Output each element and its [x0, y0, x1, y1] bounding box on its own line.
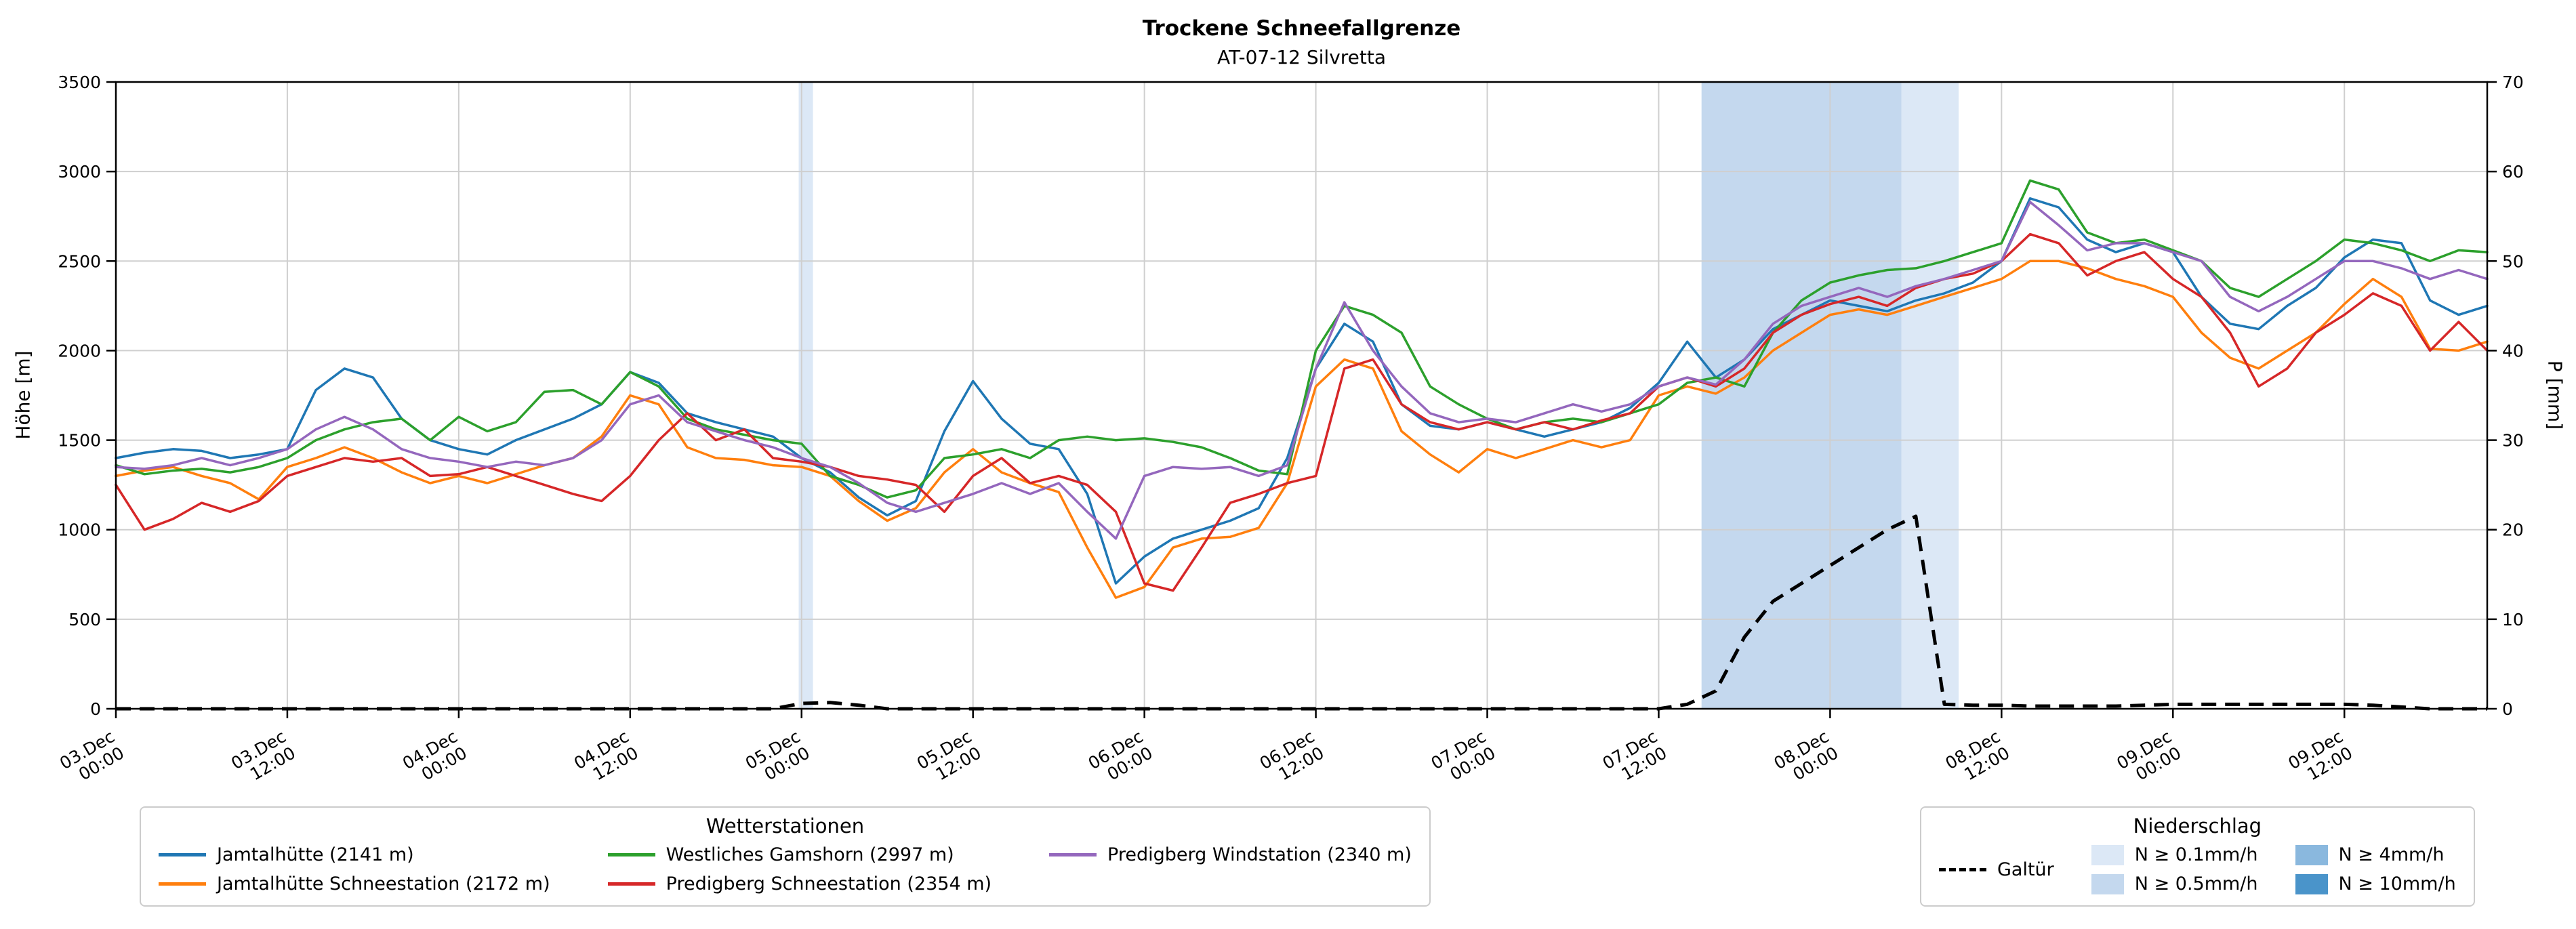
svg-text:08.Dec12:00: 08.Dec12:00 — [1942, 726, 2013, 789]
legend-item-predigberg-windstation: Predigberg Windstation (2340 m) — [1049, 844, 1412, 865]
legend-wetterstationen: Wetterstationen Jamtalhütte (2141 m) Jam… — [140, 806, 1431, 907]
svg-text:50: 50 — [2502, 251, 2524, 271]
legend-item-label: N ≥ 0.5mm/h — [2134, 873, 2258, 894]
svg-text:30: 30 — [2502, 431, 2524, 451]
svg-text:04.Dec00:00: 04.Dec00:00 — [399, 726, 470, 789]
line-swatch-red — [607, 882, 655, 886]
svg-text:06.Dec00:00: 06.Dec00:00 — [1085, 726, 1156, 789]
band-swatch-01 — [2091, 844, 2124, 865]
line-swatch-green — [607, 853, 655, 856]
svg-text:03.Dec00:00: 03.Dec00:00 — [56, 726, 127, 789]
line-swatch-purple — [1049, 853, 1097, 856]
line-swatch-orange — [159, 882, 206, 886]
legend-item-label: N ≥ 4mm/h — [2338, 844, 2445, 865]
legend-item-predigberg-schneestation: Predigberg Schneestation (2354 m) — [607, 873, 992, 894]
band-swatch-10 — [2295, 873, 2328, 894]
svg-text:70: 70 — [2502, 73, 2524, 92]
svg-text:60: 60 — [2502, 162, 2524, 182]
band-swatch-05 — [2091, 873, 2124, 894]
legend-item-label: N ≥ 10mm/h — [2338, 873, 2456, 894]
legend-item-label: Galtür — [1997, 859, 2054, 880]
y-axis-label-right: P [mm] — [2543, 360, 2567, 430]
svg-text:40: 40 — [2502, 341, 2524, 360]
legend-item-n05: N ≥ 0.5mm/h — [2091, 873, 2258, 894]
legend-precip-title: Niederschlag — [2133, 814, 2262, 838]
dashed-line-swatch — [1939, 867, 1986, 871]
svg-text:1000: 1000 — [58, 520, 101, 540]
legend-item-westliches-gamshorn: Westliches Gamshorn (2997 m) — [607, 844, 991, 865]
svg-text:0: 0 — [90, 699, 101, 719]
svg-text:20: 20 — [2502, 520, 2524, 540]
legend-stations-grid: Jamtalhütte (2141 m) Jamtalhütte Schnees… — [159, 844, 1412, 894]
legend-niederschlag: Niederschlag Galtür N ≥ 0.1mm/h N ≥ 0.5m… — [1920, 806, 2475, 907]
svg-text:3500: 3500 — [58, 73, 101, 92]
svg-text:04.Dec12:00: 04.Dec12:00 — [571, 726, 642, 789]
legend-precip-body: Galtür N ≥ 0.1mm/h N ≥ 0.5mm/h N ≥ 4mm/h — [1939, 844, 2456, 894]
svg-text:1500: 1500 — [58, 431, 101, 451]
chart-subtitle: AT-07-12 Silvretta — [1217, 46, 1387, 68]
legend-item-n10: N ≥ 10mm/h — [2295, 873, 2456, 894]
legend-item-label: Westliches Gamshorn (2997 m) — [666, 844, 954, 865]
svg-text:09.Dec12:00: 09.Dec12:00 — [2285, 726, 2356, 789]
svg-text:06.Dec12:00: 06.Dec12:00 — [1256, 726, 1328, 789]
legend-item-label: Jamtalhütte Schneestation (2172 m) — [217, 873, 550, 894]
legend-item-n01: N ≥ 0.1mm/h — [2091, 844, 2258, 865]
y-axis-label-left: Höhe [m] — [12, 350, 35, 440]
legend-item-galtuer: Galtür — [1939, 859, 2054, 880]
svg-text:3000: 3000 — [58, 162, 101, 182]
svg-text:10: 10 — [2502, 610, 2524, 629]
chart-svg: 0 500 1000 1500 2000 2500 3000 3500 0 10 20 30 40 50 6… — [56, 73, 2524, 789]
svg-text:2000: 2000 — [58, 341, 101, 360]
legend-item-n4: N ≥ 4mm/h — [2295, 844, 2456, 865]
svg-text:0: 0 — [2502, 699, 2513, 719]
svg-text:05.Dec12:00: 05.Dec12:00 — [914, 726, 985, 789]
line-swatch-blue — [159, 853, 206, 856]
chart-title: Trockene Schneefallgrenze — [1142, 16, 1461, 41]
legend-item-label: Jamtalhütte (2141 m) — [217, 844, 414, 865]
legend-stations-title: Wetterstationen — [706, 814, 865, 838]
legend-item-label: Predigberg Windstation (2340 m) — [1107, 844, 1412, 865]
svg-text:500: 500 — [68, 610, 101, 629]
svg-text:07.Dec00:00: 07.Dec00:00 — [1428, 726, 1499, 789]
legend-precip-col-1: N ≥ 0.1mm/h N ≥ 0.5mm/h — [2091, 844, 2258, 894]
svg-text:08.Dec00:00: 08.Dec00:00 — [1771, 726, 1842, 789]
svg-text:09.Dec00:00: 09.Dec00:00 — [2113, 726, 2184, 789]
band-swatch-4 — [2295, 844, 2328, 865]
legend-item-label: Predigberg Schneestation (2354 m) — [666, 873, 992, 894]
svg-text:07.Dec12:00: 07.Dec12:00 — [1599, 726, 1671, 789]
legend-precip-col-2: N ≥ 4mm/h N ≥ 10mm/h — [2295, 844, 2456, 894]
legend-item-label: N ≥ 0.1mm/h — [2134, 844, 2258, 865]
svg-text:05.Dec00:00: 05.Dec00:00 — [742, 726, 813, 789]
svg-text:2500: 2500 — [58, 251, 101, 271]
legend-item-jamtalhuette-schneestation: Jamtalhütte Schneestation (2172 m) — [159, 873, 550, 894]
legend-item-jamtalhuette: Jamtalhütte (2141 m) — [159, 844, 550, 865]
svg-text:03.Dec12:00: 03.Dec12:00 — [228, 726, 299, 789]
